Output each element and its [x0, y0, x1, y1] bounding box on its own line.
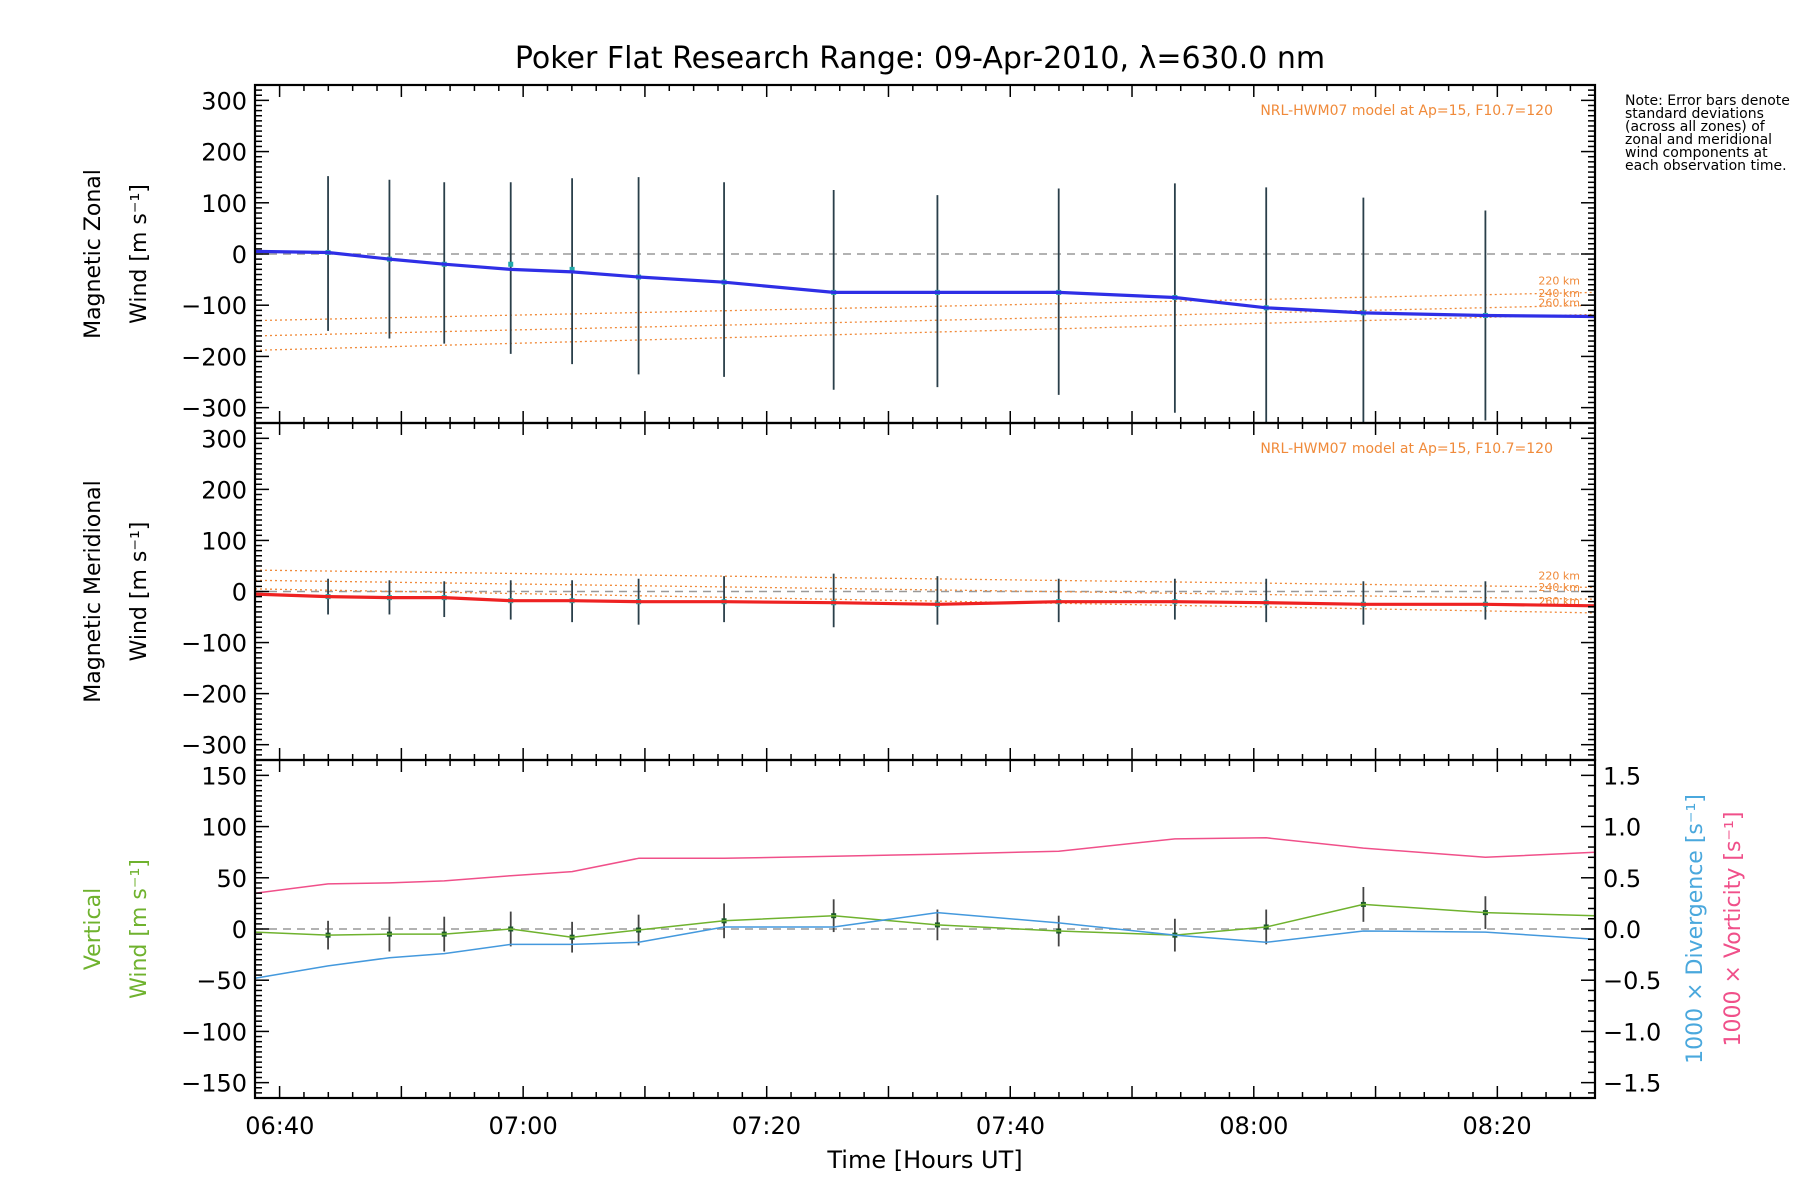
series-line-1000-divergence [254, 911, 1596, 979]
y2-tick-label: −1.0 [1603, 1018, 1661, 1046]
y-tick-label: −150 [181, 1070, 247, 1098]
model-curve-240-km [254, 579, 1596, 600]
x-tick-label: 08:00 [1219, 1112, 1288, 1140]
x-axis-label: Time [Hours UT] [826, 1146, 1022, 1174]
series-line-vertical-wind [254, 903, 1596, 938]
divergence-axis-label: 1000 × Divergence [s⁻¹] [1683, 794, 1708, 1064]
model-curve-260-km [254, 313, 1596, 351]
y-tick-label: 300 [201, 87, 247, 115]
y2-tick-label: 1.0 [1603, 814, 1641, 842]
y-tick-label: 300 [201, 425, 247, 453]
model-curve-label: 220 km [1538, 274, 1580, 287]
figure-title: Poker Flat Research Range: 09-Apr-2010, … [515, 41, 1325, 76]
model-curve-label: 240 km [1538, 287, 1580, 300]
model-curve-260-km [254, 588, 1596, 614]
y-tick-label: −100 [181, 292, 247, 320]
y-tick-label: −300 [181, 732, 247, 760]
model-curve-220-km [254, 291, 1596, 322]
y-tick-label: −100 [181, 1018, 247, 1046]
error-bar-marker [508, 261, 514, 267]
model-curve-240-km [254, 304, 1596, 337]
y-tick-label: −300 [181, 395, 247, 423]
x-tick-label: 06:40 [245, 1112, 314, 1140]
series-line-magnetic-zonal-wind [254, 249, 1596, 319]
y-tick-label: −100 [181, 630, 247, 658]
error-bar-note: Note: Error bars denote standard deviati… [1625, 93, 1790, 174]
vorticity-axis-label: 1000 × Vorticity [s⁻¹] [1721, 812, 1746, 1047]
error-bar-marker [569, 266, 575, 272]
y-tick-label: 200 [201, 139, 247, 167]
y-axis-label-line2: Wind [m s⁻¹] [127, 522, 152, 662]
y2-tick-label: 0.0 [1603, 916, 1641, 944]
model-curve-label: 240 km [1538, 581, 1580, 594]
y-tick-label: −200 [181, 343, 247, 371]
series-line-1000-vorticity [254, 837, 1596, 894]
y-tick-label: 100 [201, 190, 247, 218]
y2-tick-label: 1.5 [1603, 762, 1641, 790]
y-tick-label: 50 [216, 865, 247, 893]
model-annotation: NRL-HWM07 model at Ap=15, F10.7=120 [1260, 441, 1553, 457]
y-tick-label: −50 [196, 967, 247, 995]
y2-tick-label: 0.5 [1603, 865, 1641, 893]
y-tick-label: 100 [201, 814, 247, 842]
series-line-magnetic-meridional-wind [254, 592, 1596, 608]
y-tick-label: 0 [232, 579, 247, 607]
y-tick-label: 200 [201, 476, 247, 504]
y-axis-label-line1: Magnetic Zonal [81, 169, 106, 339]
x-tick-label: 07:20 [732, 1112, 801, 1140]
y-tick-label: −200 [181, 681, 247, 709]
y-axis-label-line2: Wind [m s⁻¹] [127, 184, 152, 324]
model-curve-220-km [254, 569, 1596, 589]
model-annotation: NRL-HWM07 model at Ap=15, F10.7=120 [1260, 103, 1553, 119]
y-tick-label: 0 [232, 916, 247, 944]
x-tick-label: 07:40 [976, 1112, 1045, 1140]
y-tick-label: 150 [201, 762, 247, 790]
y-axis-label-line1: Vertical [81, 888, 106, 970]
x-tick-label: 07:00 [489, 1112, 558, 1140]
model-curve-label: 220 km [1538, 569, 1580, 582]
y2-tick-label: −1.5 [1603, 1070, 1661, 1098]
y-axis-label-line1: Magnetic Meridional [81, 480, 106, 702]
y-axis-label-line2: Wind [m s⁻¹] [127, 859, 152, 999]
x-tick-label: 08:20 [1463, 1112, 1532, 1140]
y-tick-label: 100 [201, 527, 247, 555]
y2-tick-label: −0.5 [1603, 967, 1661, 995]
vertical-wind-panel: 150 100 50 0 −50 −100 −150 1.5 1.0 0.5 0.0 −0.5 −1.0… [81, 758, 1746, 1174]
model-curve-label: 260 km [1538, 296, 1580, 309]
y-tick-label: 0 [232, 241, 247, 269]
